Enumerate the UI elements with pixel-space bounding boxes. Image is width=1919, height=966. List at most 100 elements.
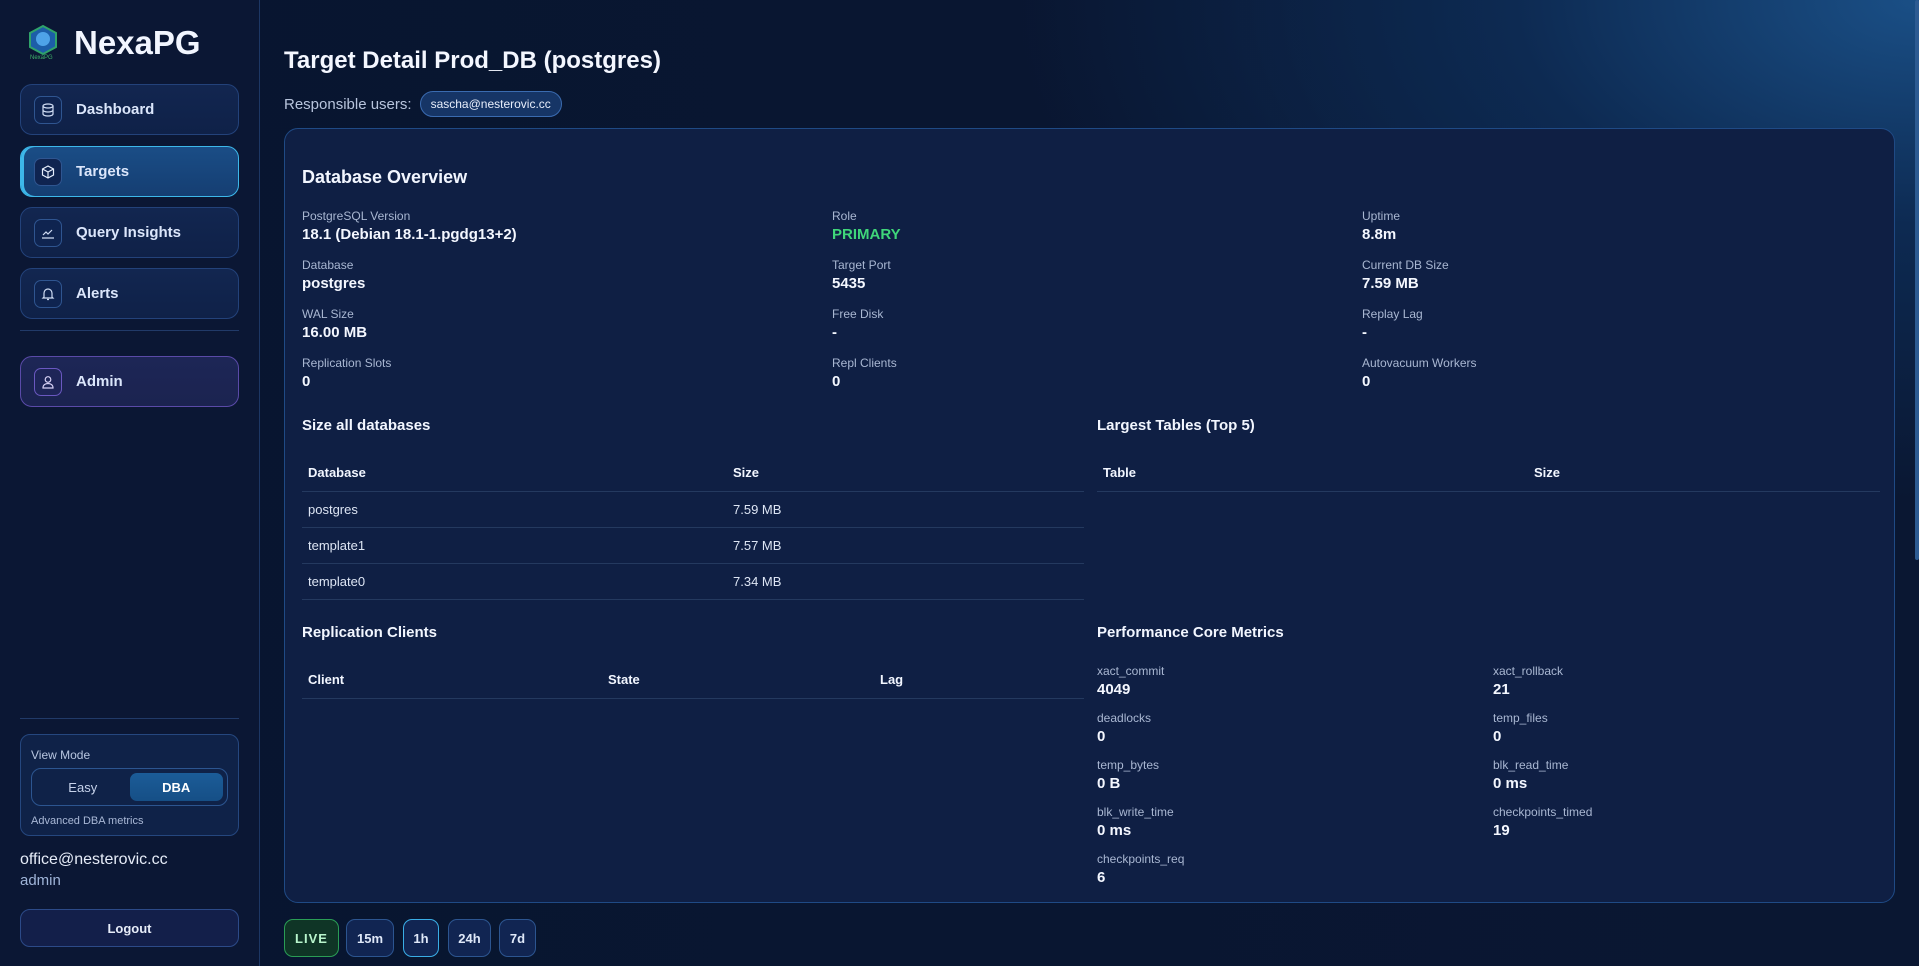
- sidebar-item-alerts[interactable]: Alerts: [20, 268, 239, 319]
- sidebar-item-dashboard[interactable]: Dashboard: [20, 84, 239, 135]
- user-icon: [34, 367, 62, 396]
- metric-value: PRIMARY: [832, 226, 901, 243]
- performance-metric: blk_read_time 0 ms: [1493, 758, 1568, 792]
- column-header: Size: [727, 455, 1084, 492]
- logout-button[interactable]: Logout: [20, 909, 239, 947]
- user-email: office@nesterovic.cc: [20, 851, 168, 868]
- replication-clients-title: Replication Clients: [302, 624, 438, 641]
- view-mode-easy[interactable]: Easy: [68, 779, 98, 795]
- chart-line-icon: [34, 218, 62, 247]
- metric-value: 0: [1097, 728, 1106, 745]
- view-mode-panel: View Mode Easy DBA Advanced DBA metrics: [20, 734, 239, 836]
- sidebar: NexaPG NexaPG Dashboard Targets Query In…: [0, 0, 260, 966]
- metric-value: -: [1362, 324, 1367, 341]
- sidebar-item-admin[interactable]: Admin: [20, 356, 239, 407]
- size-all-databases-title: Size all databases: [302, 417, 431, 434]
- target-detail-card: Database Overview PostgreSQL Version 18.1…: [284, 128, 1895, 903]
- time-range-24h[interactable]: 24h: [448, 919, 491, 957]
- nexapg-logo: NexaPG: [29, 24, 57, 60]
- metric-value: 18.1 (Debian 18.1-1.pgdg13+2): [302, 226, 517, 243]
- metric-label: temp_files: [1493, 711, 1548, 725]
- largest-tables-table: Table Size: [1097, 455, 1880, 492]
- column-header: Lag: [874, 662, 1084, 699]
- metric-value: 0: [1493, 728, 1502, 745]
- time-range-15m[interactable]: 15m: [346, 919, 394, 957]
- db-size: 7.59 MB: [727, 491, 1084, 528]
- time-range-7d[interactable]: 7d: [499, 919, 536, 957]
- bell-icon: [34, 279, 62, 308]
- performance-metric: blk_write_time 0 ms: [1097, 805, 1174, 839]
- sidebar-item-label: Query Insights: [76, 224, 182, 241]
- performance-metric: checkpoints_req 6: [1097, 852, 1184, 886]
- column-header: Client: [302, 662, 602, 699]
- responsible-user-chip[interactable]: sascha@nesterovic.cc: [419, 91, 562, 117]
- metric-value: 19: [1493, 822, 1510, 839]
- overview-metric: Current DB Size 7.59 MB: [1362, 258, 1449, 292]
- overview-metric: Role PRIMARY: [832, 209, 901, 243]
- performance-metric: temp_bytes 0 B: [1097, 758, 1159, 792]
- metric-value: 16.00 MB: [302, 324, 368, 341]
- metric-label: Autovacuum Workers: [1362, 356, 1477, 370]
- replication-clients-table: Client State Lag: [302, 662, 1084, 699]
- metric-label: checkpoints_timed: [1493, 805, 1593, 819]
- performance-metric: xact_rollback 21: [1493, 664, 1563, 698]
- performance-metric: xact_commit 4049: [1097, 664, 1164, 698]
- metric-label: xact_rollback: [1493, 664, 1564, 678]
- responsible-users: Responsible users: sascha@nesterovic.cc: [284, 91, 562, 117]
- svg-text:NexaPG: NexaPG: [30, 55, 53, 60]
- metric-label: xact_commit: [1097, 664, 1165, 678]
- metric-label: Replication Slots: [302, 356, 392, 370]
- metric-value: 8.8m: [1362, 226, 1397, 243]
- overview-metric: Free Disk -: [832, 307, 883, 341]
- metric-label: temp_bytes: [1097, 758, 1160, 772]
- metric-value: 0: [832, 373, 841, 390]
- view-mode-dba[interactable]: DBA: [129, 773, 223, 801]
- overview-metric: Repl Clients 0: [832, 356, 897, 390]
- column-header: State: [602, 662, 874, 699]
- db-size: 7.34 MB: [727, 563, 1084, 600]
- cube-icon: [34, 157, 62, 186]
- overview-metric: Replay Lag -: [1362, 307, 1423, 341]
- metric-value: 7.59 MB: [1362, 275, 1419, 292]
- responsible-users-label: Responsible users:: [284, 95, 412, 113]
- metric-label: deadlocks: [1097, 711, 1152, 725]
- time-range-live[interactable]: LIVE: [284, 919, 339, 957]
- metric-value: 0 ms: [1097, 822, 1132, 839]
- brand-name: NexaPG: [74, 24, 201, 61]
- metric-label: checkpoints_req: [1097, 852, 1185, 866]
- user-role: admin: [20, 872, 61, 889]
- page-scrollbar[interactable]: [1915, 0, 1919, 560]
- performance-metric: temp_files 0: [1493, 711, 1548, 745]
- db-name: template0: [302, 563, 727, 600]
- page-title: Target Detail Prod_DB (postgres): [284, 47, 661, 74]
- overview-metric: WAL Size 16.00 MB: [302, 307, 367, 341]
- metric-label: Repl Clients: [832, 356, 897, 370]
- metric-label: Current DB Size: [1362, 258, 1449, 272]
- metric-label: blk_write_time: [1097, 805, 1174, 819]
- table-row: template0 7.34 MB: [302, 563, 1084, 600]
- size-all-databases-table: Database Size postgres 7.59 MB template1 7.…: [302, 455, 1084, 600]
- metric-label: Role: [832, 209, 857, 223]
- metric-value: 6: [1097, 869, 1106, 886]
- metric-label: WAL Size: [302, 307, 354, 321]
- metric-label: Target Port: [832, 258, 891, 272]
- overview-metric: Autovacuum Workers 0: [1362, 356, 1477, 390]
- column-header: Table: [1097, 455, 1528, 492]
- performance-metrics-title: Performance Core Metrics: [1097, 624, 1284, 641]
- metric-label: Free Disk: [832, 307, 884, 321]
- view-mode-label: View Mode: [31, 748, 91, 762]
- largest-tables-title: Largest Tables (Top 5): [1097, 417, 1255, 434]
- metric-label: PostgreSQL Version: [302, 209, 411, 223]
- overview-metric: Target Port 5435: [832, 258, 891, 292]
- sidebar-item-label: Alerts: [76, 285, 119, 302]
- column-header: Size: [1528, 455, 1880, 492]
- metric-label: blk_read_time: [1493, 758, 1569, 772]
- metric-value: 5435: [832, 275, 866, 292]
- time-range-1h[interactable]: 1h: [403, 919, 439, 957]
- table-row: postgres 7.59 MB: [302, 491, 1084, 528]
- metric-label: Database: [302, 258, 354, 272]
- overview-metric: Database postgres: [302, 258, 365, 292]
- sidebar-item-targets[interactable]: Targets: [20, 146, 239, 197]
- sidebar-item-query-insights[interactable]: Query Insights: [20, 207, 239, 258]
- sidebar-item-label: Targets: [76, 163, 130, 180]
